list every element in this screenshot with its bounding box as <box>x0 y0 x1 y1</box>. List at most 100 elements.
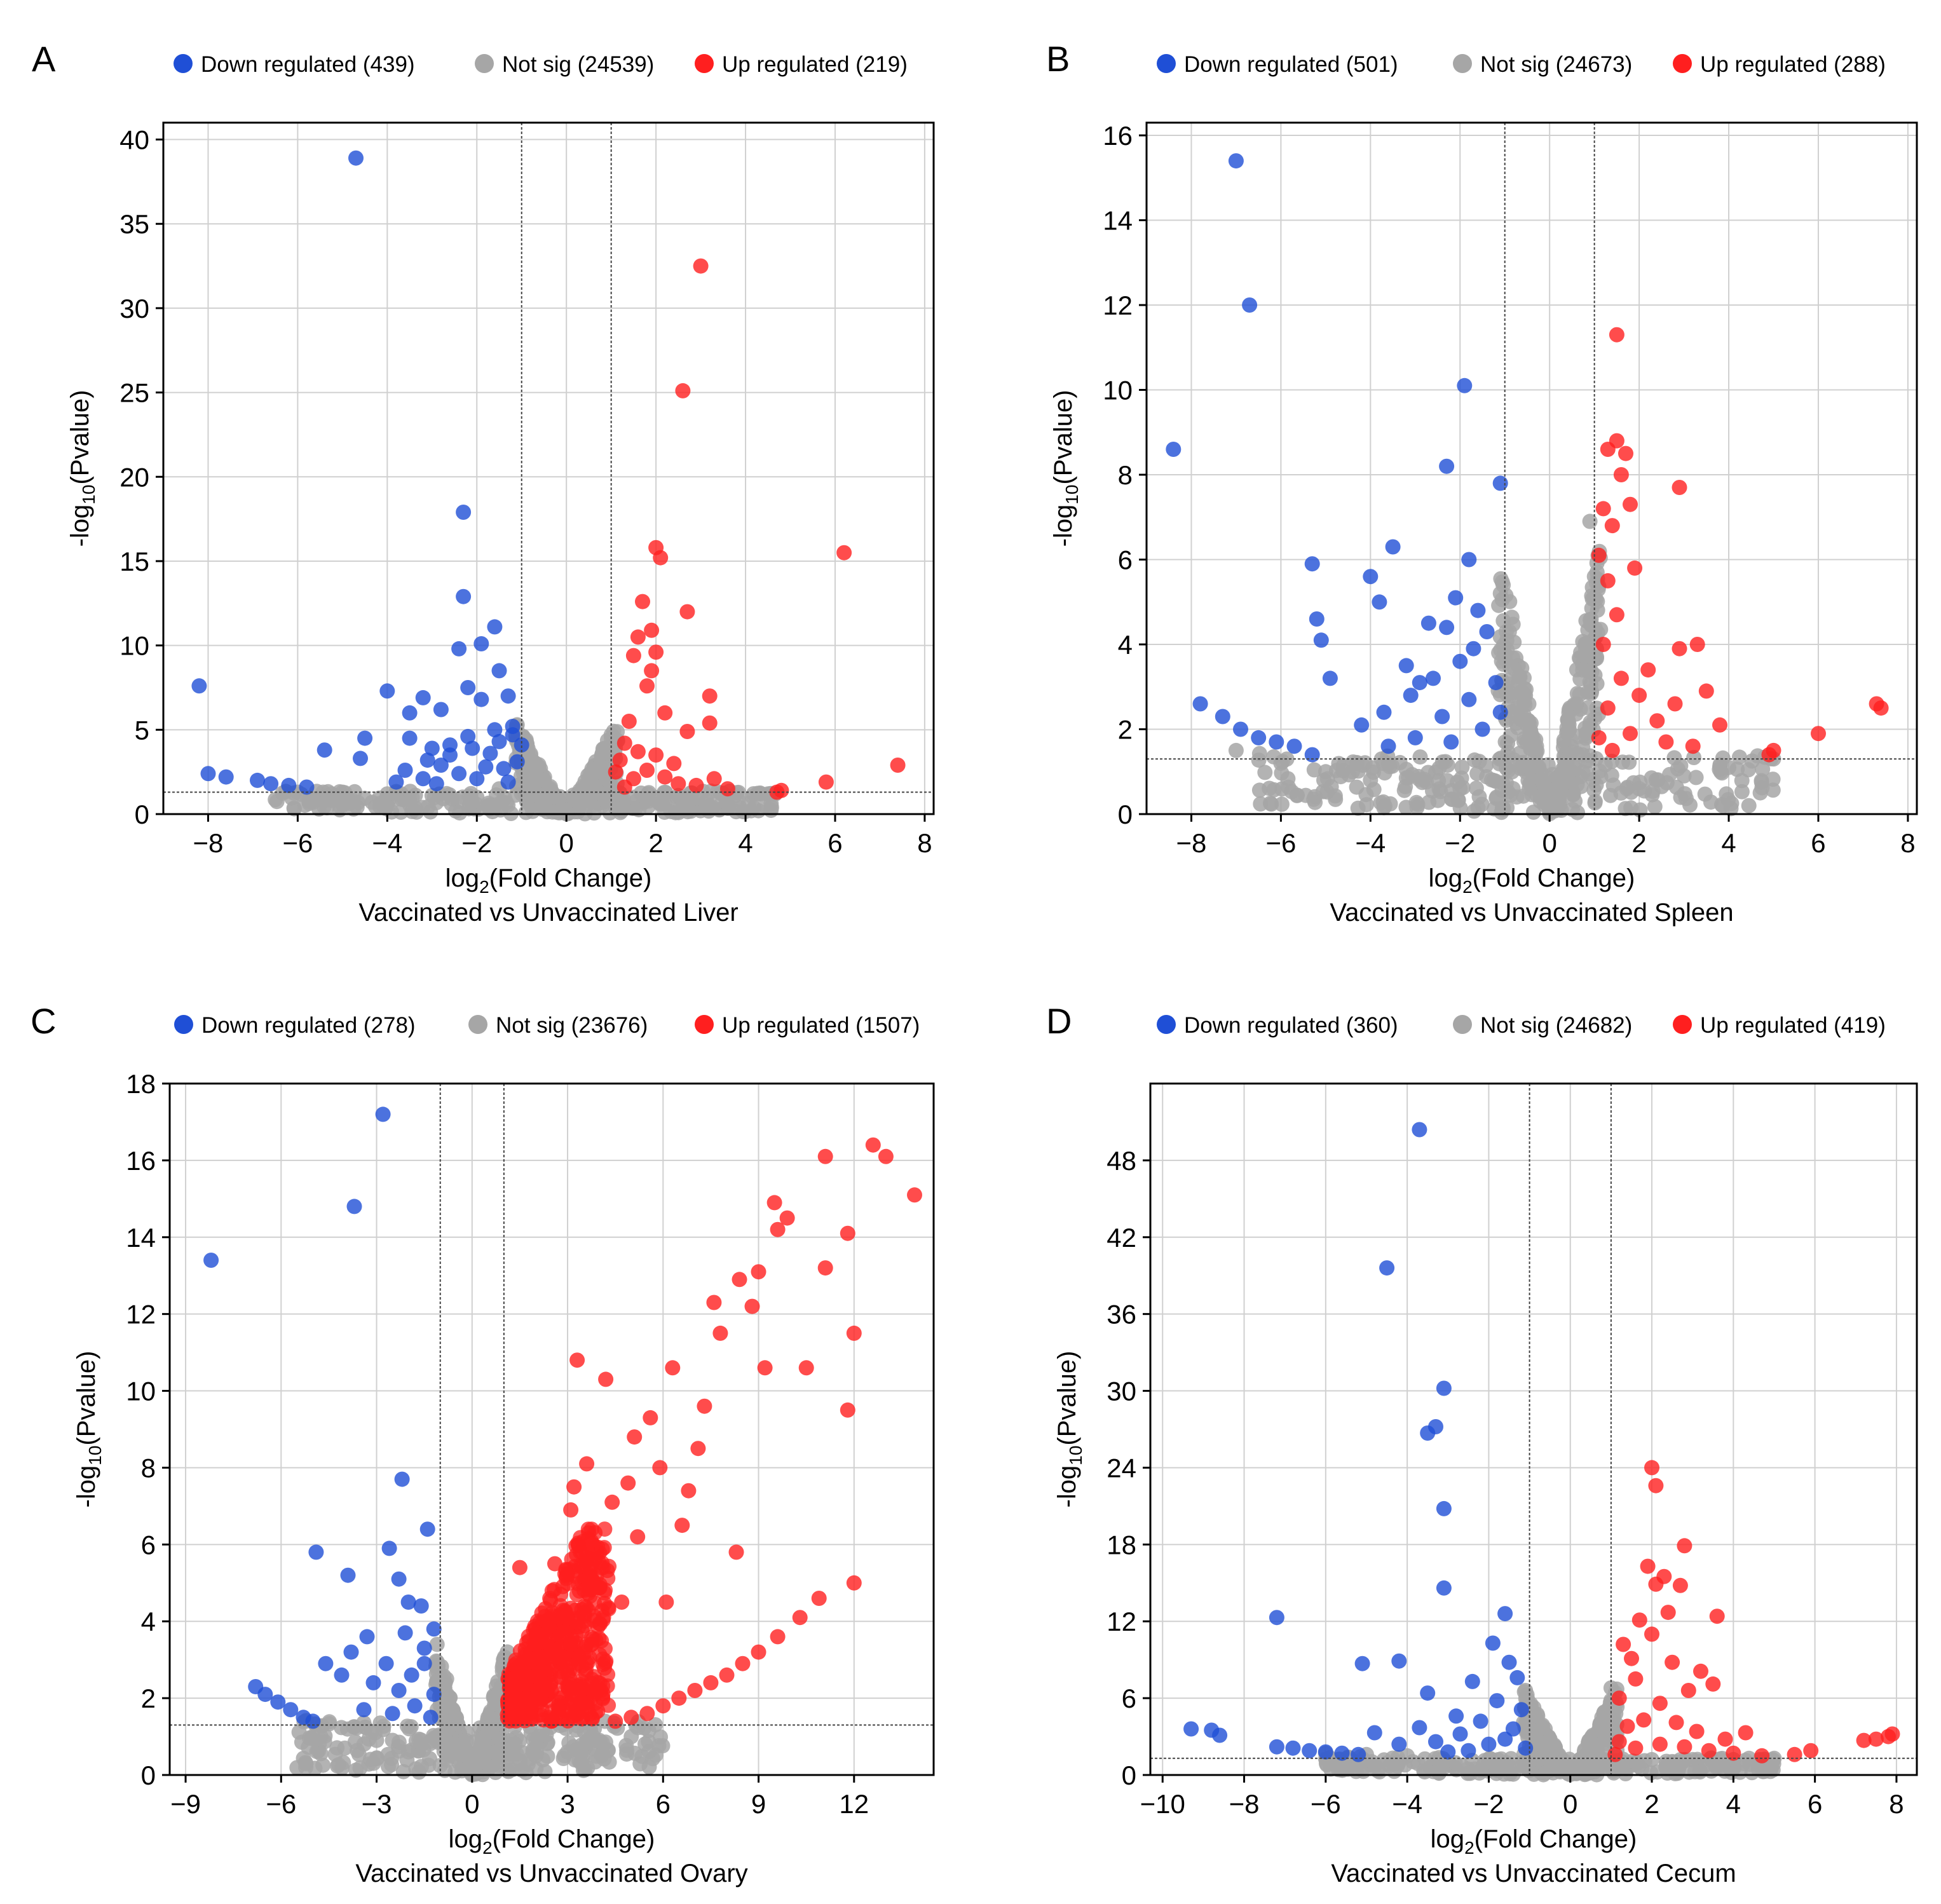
not-sig-point <box>393 805 409 820</box>
up-regulated-point <box>512 1560 528 1575</box>
not-sig-point <box>514 786 529 802</box>
up-regulated-point <box>1693 1663 1708 1679</box>
up-regulated-point <box>687 1683 703 1698</box>
not-sig-point <box>1537 1765 1553 1781</box>
up-regulated-point <box>520 1655 536 1671</box>
x-axis-label: log2(Fold Change) <box>446 864 652 897</box>
y-tick-label: 14 <box>1103 206 1133 236</box>
up-regulated-point <box>601 1697 616 1713</box>
data-points <box>1183 1122 1900 1783</box>
y-axis-label: -log10(Pvalue) <box>1049 390 1082 547</box>
up-regulated-point <box>688 777 704 793</box>
down-regulated-point <box>1461 552 1477 568</box>
not-sig-point <box>1349 779 1365 795</box>
down-regulated-point <box>1302 1743 1318 1758</box>
up-regulated-point <box>1648 1478 1664 1493</box>
up-regulated-point <box>817 1260 833 1276</box>
not-sig-point <box>1412 749 1428 765</box>
not-sig-point <box>442 787 458 803</box>
x-axis-label: log2(Fold Change) <box>1431 1825 1637 1858</box>
up-regulated-point <box>702 715 718 731</box>
down-regulated-point <box>1440 1744 1456 1760</box>
up-regulated-point <box>1648 1576 1664 1592</box>
up-regulated-point <box>657 705 673 721</box>
up-regulated-point <box>693 258 709 274</box>
not-sig-point <box>1481 1751 1497 1767</box>
not-sig-point <box>641 1759 657 1775</box>
down-regulated-point <box>191 678 207 694</box>
up-regulated-point <box>779 1210 795 1226</box>
up-regulated-point <box>846 1325 862 1341</box>
up-regulated-point <box>655 1698 671 1714</box>
plot-frame <box>1145 121 1918 815</box>
up-regulated-point <box>1677 1739 1692 1755</box>
legend-not-sig-label: Not sig (23676) <box>496 1013 648 1038</box>
up-regulated-point <box>589 1568 604 1584</box>
up-regulated-point <box>563 1636 579 1652</box>
y-tick-label: 20 <box>119 462 149 492</box>
up-regulated-point <box>653 550 669 566</box>
legend-up-marker <box>1673 54 1692 73</box>
up-regulated-point <box>1604 742 1620 758</box>
not-sig-point <box>1499 642 1515 658</box>
not-sig-point <box>469 789 485 805</box>
not-sig-point <box>573 1755 589 1771</box>
panel-label: D <box>1046 1001 1072 1041</box>
not-sig-point <box>1765 772 1781 787</box>
up-regulated-point <box>798 1360 814 1376</box>
down-regulated-point <box>1269 1610 1284 1626</box>
down-regulated-point <box>1412 1720 1427 1736</box>
down-regulated-point <box>500 774 516 790</box>
up-regulated-point <box>644 622 660 638</box>
y-tick-label: 15 <box>119 547 149 576</box>
legend-not-sig-label: Not sig (24682) <box>1480 1013 1632 1038</box>
not-sig-point <box>1274 796 1290 812</box>
up-regulated-point <box>533 1681 549 1697</box>
not-sig-point <box>1734 773 1750 789</box>
not-sig-point <box>1688 770 1704 785</box>
down-regulated-point <box>1461 691 1477 707</box>
up-regulated-point <box>679 724 695 739</box>
down-regulated-point <box>1304 747 1320 763</box>
up-regulated-point <box>1591 730 1607 745</box>
up-regulated-point <box>1611 1690 1627 1706</box>
x-tick-label: −9 <box>170 1789 201 1819</box>
not-sig-point <box>454 789 470 805</box>
panel-b: B Down regulated (501) Not sig (24673) Up r… <box>1046 39 1918 927</box>
not-sig-point <box>1307 794 1323 810</box>
y-tick-label: 35 <box>119 209 149 239</box>
up-regulated-point <box>635 594 650 609</box>
x-tick-label: 2 <box>648 828 663 858</box>
up-regulated-point <box>579 1456 595 1472</box>
not-sig-point <box>500 1764 516 1779</box>
not-sig-point <box>1501 624 1517 639</box>
up-regulated-point <box>666 756 682 772</box>
y-tick-label: 8 <box>141 1453 156 1483</box>
down-regulated-point <box>263 776 279 792</box>
down-regulated-point <box>318 1656 334 1671</box>
not-sig-point <box>1471 754 1487 770</box>
up-regulated-point <box>563 1502 579 1518</box>
x-axis-label: log2(Fold Change) <box>1429 864 1635 897</box>
not-sig-point <box>1721 759 1736 775</box>
not-sig-point <box>1400 1748 1415 1764</box>
up-regulated-point <box>630 1529 646 1545</box>
up-regulated-point <box>697 1398 712 1414</box>
up-regulated-point <box>657 769 673 785</box>
y-tick-label: 12 <box>1103 290 1133 320</box>
not-sig-point <box>1623 800 1639 816</box>
not-sig-point <box>540 804 555 820</box>
up-regulated-point <box>679 604 695 620</box>
not-sig-point <box>1518 1683 1534 1698</box>
plot-frame <box>1149 1082 1918 1776</box>
up-regulated-point <box>1600 442 1616 457</box>
not-sig-point <box>1509 789 1525 805</box>
not-sig-point <box>1734 784 1750 799</box>
not-sig-point <box>1273 755 1289 771</box>
up-regulated-point <box>614 1595 630 1610</box>
up-regulated-point <box>627 1429 643 1445</box>
legend-not-sig-marker <box>468 1015 487 1034</box>
down-regulated-point <box>1412 675 1427 691</box>
down-regulated-point <box>1473 1713 1488 1729</box>
x-tick-label: −10 <box>1140 1789 1185 1819</box>
